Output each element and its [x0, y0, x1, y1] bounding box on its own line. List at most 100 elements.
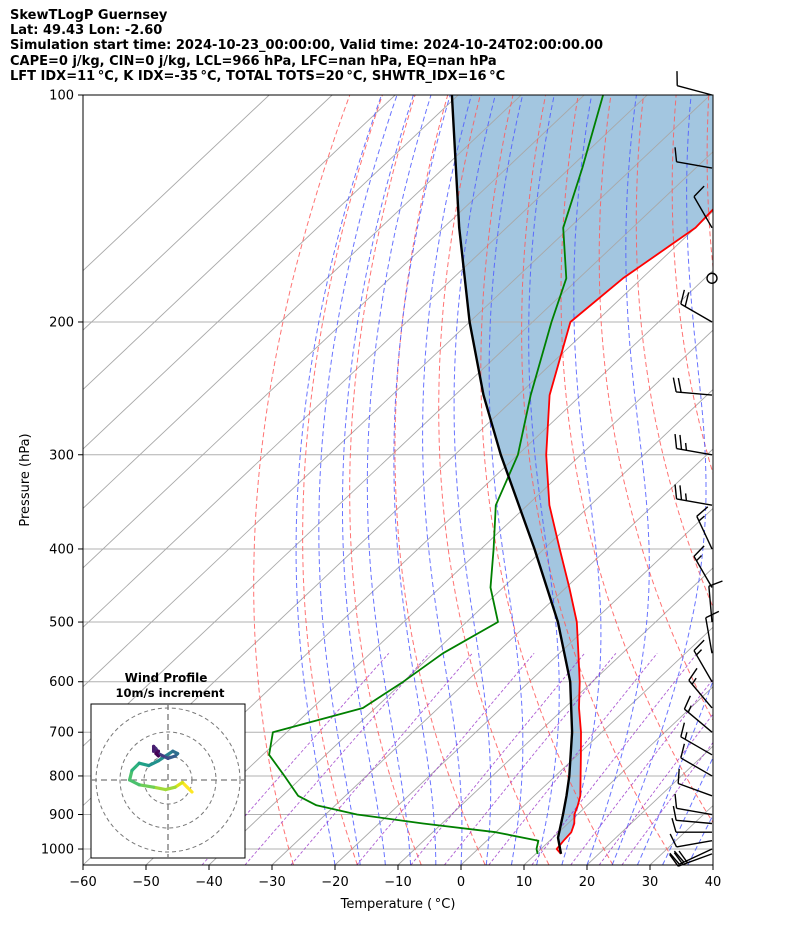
barb-staff — [676, 840, 713, 848]
dry-adiabat — [253, 95, 351, 865]
cape-area — [451, 95, 713, 854]
isotherm — [83, 95, 585, 569]
dry-adiabat — [774, 95, 794, 865]
hodograph-segment — [130, 761, 141, 773]
barb-flag — [679, 485, 683, 500]
wind-barb — [693, 185, 713, 229]
moist-adiabat — [738, 95, 794, 865]
isotherm — [83, 95, 711, 688]
barb-flag — [671, 818, 677, 833]
isotherm — [83, 95, 396, 391]
y-tick-label: 900 — [49, 808, 74, 823]
barb-flag — [684, 292, 690, 307]
y-tick-label: 400 — [49, 542, 74, 557]
wind-barb — [705, 610, 720, 654]
barb-staff — [676, 161, 713, 169]
wind-barb — [683, 695, 713, 733]
wind-barb — [680, 743, 713, 777]
barb-flag — [677, 768, 680, 784]
moist-adiabat — [611, 95, 707, 865]
wind-barb — [696, 506, 713, 550]
isotherm — [83, 95, 333, 331]
barb-half-flag — [691, 677, 697, 685]
dry-adiabat — [521, 95, 678, 865]
barb-staff — [693, 196, 713, 229]
x-tick-label: 40 — [705, 875, 722, 890]
temperature-line — [545, 208, 713, 855]
wind-barb — [680, 289, 713, 323]
hodograph-segment — [154, 751, 160, 758]
wind-barbs — [669, 71, 723, 867]
y-tick-label: 1000 — [41, 843, 74, 858]
barb-flag — [693, 545, 705, 557]
wind-barb — [674, 484, 713, 506]
barb-staff — [676, 498, 713, 506]
hodograph — [91, 704, 245, 858]
y-tick-label: 600 — [49, 675, 74, 690]
dry-adiabat — [302, 95, 383, 865]
moist-adiabats — [295, 95, 794, 865]
moist-adiabat — [393, 95, 451, 865]
barb-staff — [680, 757, 713, 777]
barb-staff — [708, 586, 713, 623]
hodograph-segment — [137, 761, 151, 768]
x-tick-label: −20 — [321, 875, 348, 890]
wind-barb — [669, 848, 713, 865]
x-axis-label: Temperature ( °C) — [340, 897, 456, 912]
barb-half-flag — [698, 515, 705, 522]
dry-adiabat — [598, 95, 713, 722]
mixing-ratio-line — [598, 713, 713, 865]
hodograph-segment — [128, 768, 134, 782]
dry-adiabat — [349, 95, 422, 865]
wind-barb — [708, 580, 723, 623]
barb-flag — [677, 377, 682, 393]
mixing-ratio-line — [570, 678, 713, 865]
dewpoint-line — [268, 95, 604, 855]
isotherm — [208, 388, 713, 865]
hodograph-subtitle: 10m/s increment — [116, 686, 225, 700]
hodograph-segment — [152, 785, 168, 792]
hodograph-segment — [128, 778, 141, 787]
y-tick-label: 700 — [49, 726, 74, 741]
barb-flag — [680, 289, 686, 305]
barb-staff — [680, 303, 713, 323]
location-line: Lat: 49.43 Lon: -2.60 — [10, 23, 163, 39]
moist-adiabat — [712, 863, 713, 865]
mixing-ratio-line — [488, 653, 658, 865]
wind-barb — [676, 71, 713, 96]
wind-barb — [669, 833, 713, 848]
barb-flag — [674, 433, 678, 449]
barb-flag — [674, 147, 678, 162]
barb-flag — [683, 695, 691, 710]
hodograph-segment — [147, 759, 160, 768]
barb-flag — [672, 805, 677, 821]
barb-staff — [705, 617, 713, 654]
wind-barb — [672, 805, 713, 825]
barb-flag — [669, 833, 678, 848]
isotherm — [83, 95, 270, 272]
x-tick-label: −10 — [384, 875, 411, 890]
barb-staff — [693, 650, 713, 683]
mixing-ratio-line — [244, 653, 430, 865]
isotherm — [776, 95, 794, 865]
barb-flag — [669, 852, 680, 865]
barb-flag — [673, 850, 685, 863]
axis-ticks: −60 −50 −40 −30 −20 −10 0 10 20 30 40 100 200 300 400 5… — [41, 89, 721, 891]
barb-flag — [693, 639, 705, 652]
barb-flag — [674, 793, 678, 809]
barb-staff — [677, 782, 713, 797]
barb-staff — [676, 819, 713, 825]
dry-adiabat — [394, 95, 486, 865]
parcel-line — [450, 95, 574, 855]
isotherm — [145, 329, 713, 865]
barb-staff — [696, 516, 713, 550]
barb-staff — [680, 736, 713, 756]
wind-barb — [693, 545, 713, 588]
isotherm — [83, 95, 648, 628]
barb-half-flag — [684, 493, 688, 501]
time-line: Simulation start time: 2024-10-23_00:00:… — [10, 38, 603, 54]
barb-half-flag — [684, 732, 688, 740]
isotherm — [334, 507, 713, 865]
moist-adiabat — [636, 679, 713, 865]
